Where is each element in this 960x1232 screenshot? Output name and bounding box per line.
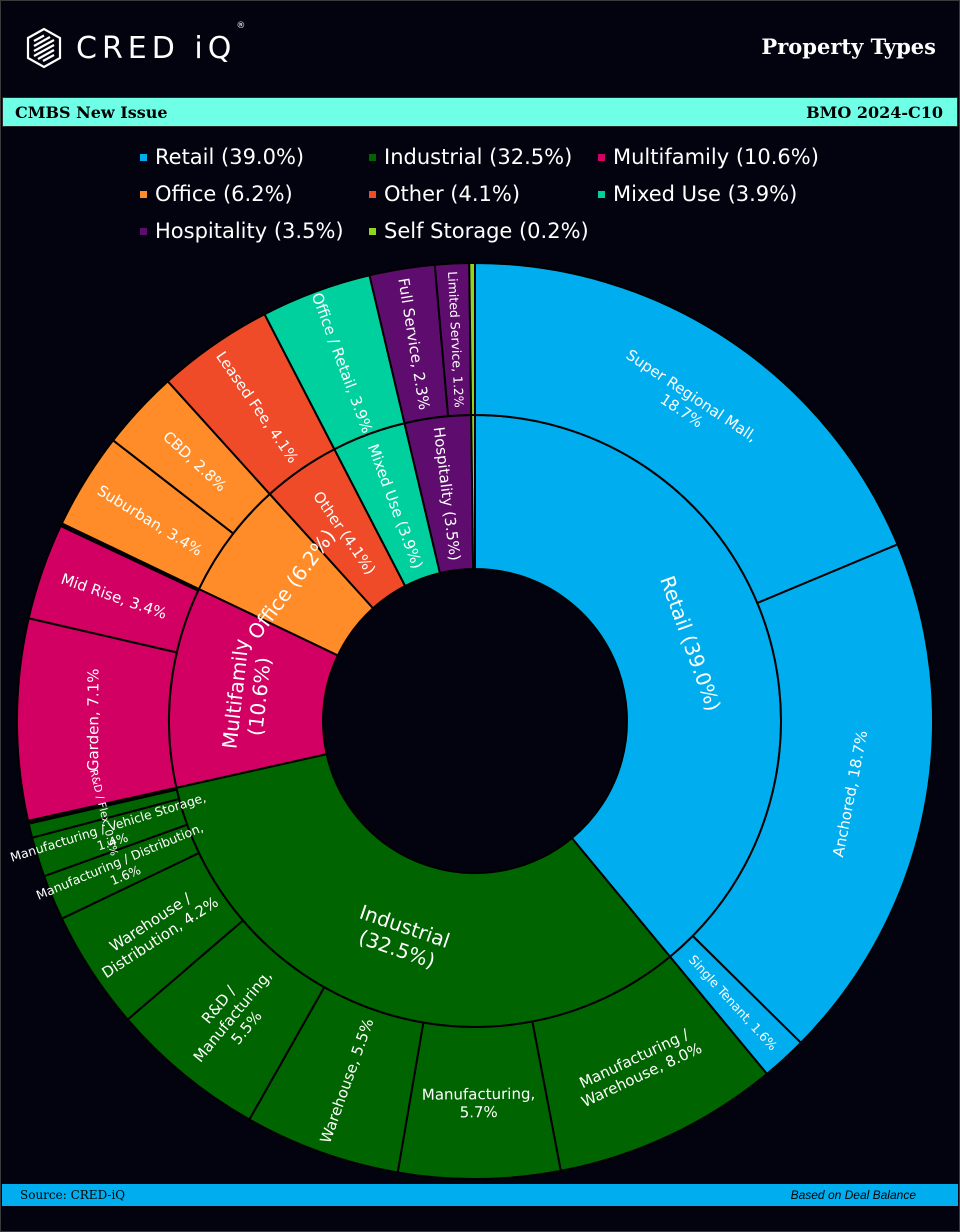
legend-label: Hospitality (3.5%) — [155, 219, 344, 243]
legend-item-office: Office (6.2%) — [140, 182, 293, 206]
legend-item-multifamily: Multifamily (10.6%) — [598, 145, 819, 169]
legend-label: Mixed Use (3.9%) — [613, 182, 798, 206]
legend-swatch — [140, 227, 147, 235]
legend-item-mixed-use: Mixed Use (3.9%) — [598, 182, 797, 206]
legend-item-self-storage: Self Storage (0.2%) — [369, 219, 589, 243]
legend-label: Other (4.1%) — [384, 182, 521, 206]
logo: CRED iQ® — [24, 20, 246, 70]
outer-label-garden: Garden, 7.1% — [84, 668, 102, 771]
deal-band: CMBS New Issue BMO 2024-C10 — [2, 97, 958, 127]
legend-label: Retail (39.0%) — [155, 145, 305, 169]
legend-swatch — [140, 153, 147, 161]
outer-segment-anchored — [691, 543, 934, 1045]
outer-label-manufacturing: Manufacturing, 5.7% — [422, 1085, 536, 1122]
outer-label-manufacturing-line: 5.7% — [460, 1103, 498, 1121]
legend-label: Office (6.2%) — [155, 182, 293, 206]
legend-label: Self Storage (0.2%) — [384, 219, 589, 243]
outer-segment-super-regional-mall — [474, 261, 899, 605]
basis-note: Based on Deal Balance — [790, 1188, 916, 1202]
footer: Source: CRED-iQ Based on Deal Balance — [2, 1184, 958, 1206]
outer-segment-r-d-flex — [27, 788, 181, 839]
legend-swatch — [140, 190, 147, 198]
legend-swatch — [369, 190, 376, 198]
header: CRED iQ® Property Types — [0, 0, 960, 97]
legend-label: Multifamily (10.6%) — [613, 145, 819, 169]
legend-item-hospitality: Hospitality (3.5%) — [140, 219, 344, 243]
legend-item-industrial: Industrial (32.5%) — [369, 145, 572, 169]
page-title: Property Types — [761, 34, 936, 59]
outer-label-manufacturing-line: Manufacturing, — [422, 1085, 536, 1104]
outer-segment-self-storage — [468, 261, 476, 417]
logo-text: CRED iQ® — [76, 20, 246, 66]
outer-segment-mid-rise — [27, 524, 200, 654]
legend-swatch — [598, 153, 605, 161]
legend-label: Industrial (32.5%) — [384, 145, 573, 169]
legend-swatch — [369, 227, 376, 235]
deal-name-label: BMO 2024-C10 — [806, 103, 943, 122]
legend-swatch — [598, 190, 605, 198]
inner-label-multifamily: Multifamily(10.6%) — [217, 637, 277, 752]
outer-label-garden-line: Garden, 7.1% — [84, 668, 102, 771]
legend-item-retail: Retail (39.0%) — [140, 145, 304, 169]
outer-label-limited-service-line: Limited Service, 1.2% — [445, 271, 467, 408]
logo-mark-icon — [26, 27, 62, 69]
inner-label-industrial: Industrial(32.5%) — [349, 900, 453, 976]
legend-item-other: Other (4.1%) — [369, 182, 520, 206]
legend-swatch — [369, 153, 376, 161]
source-label: Source: CRED-iQ — [20, 1188, 126, 1202]
deal-type-label: CMBS New Issue — [15, 103, 168, 122]
outer-label-limited-service: Limited Service, 1.2% — [445, 271, 467, 408]
